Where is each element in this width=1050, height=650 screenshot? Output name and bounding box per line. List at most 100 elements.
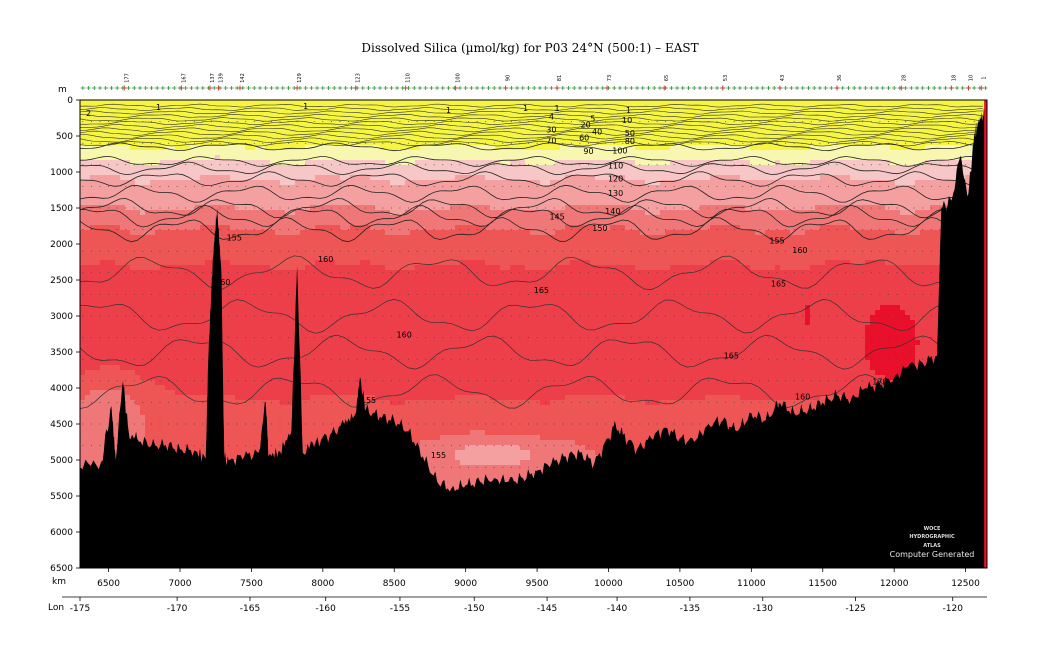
field-cell <box>600 180 606 186</box>
field-cell <box>125 145 131 151</box>
field-cell <box>720 155 726 161</box>
field-cell <box>500 170 506 176</box>
field-cell <box>935 100 941 106</box>
field-cell <box>335 150 341 156</box>
field-cell <box>930 120 936 126</box>
field-cell <box>725 145 731 151</box>
field-cell <box>215 140 221 146</box>
field-cell <box>215 150 221 156</box>
field-cell <box>170 180 176 186</box>
field-cell <box>630 160 636 166</box>
field-cell <box>110 100 116 106</box>
field-cell <box>930 225 936 231</box>
field-cell <box>675 145 681 151</box>
field-cell <box>595 180 601 186</box>
field-cell <box>305 200 311 206</box>
field-cell <box>150 115 156 121</box>
field-cell <box>480 220 486 226</box>
field-cell <box>765 135 771 141</box>
field-cell <box>465 125 471 131</box>
field-cell <box>980 105 986 111</box>
field-cell <box>865 150 871 156</box>
field-cell <box>525 215 531 221</box>
field-cell <box>210 175 216 181</box>
field-cell <box>450 145 456 151</box>
field-cell <box>350 180 356 186</box>
field-cell <box>710 130 716 136</box>
field-cell <box>550 230 556 236</box>
field-cell <box>430 115 436 121</box>
field-cell <box>155 140 161 146</box>
field-cell <box>155 205 161 211</box>
field-cell <box>355 105 361 111</box>
field-cell <box>515 110 521 116</box>
field-cell <box>405 185 411 191</box>
field-cell <box>405 135 411 141</box>
field-cell <box>445 125 451 131</box>
field-cell <box>485 150 491 156</box>
field-cell <box>880 220 886 226</box>
field-cell <box>760 220 766 226</box>
field-cell <box>115 130 121 136</box>
field-cell <box>635 210 641 216</box>
field-cell <box>715 105 721 111</box>
field-cell <box>650 230 656 236</box>
field-cell <box>350 140 356 146</box>
field-cell <box>80 185 86 191</box>
field-cell <box>445 140 451 146</box>
field-cell <box>325 220 331 226</box>
field-cell <box>965 100 971 106</box>
field-cell <box>385 140 391 146</box>
field-cell <box>825 180 831 186</box>
field-cell <box>720 165 726 171</box>
field-cell <box>495 205 501 211</box>
field-cell <box>710 155 716 161</box>
field-cell <box>940 185 946 191</box>
field-cell <box>340 190 346 196</box>
field-cell <box>195 200 201 206</box>
field-cell <box>255 125 261 131</box>
field-cell <box>485 175 491 181</box>
field-cell <box>145 120 151 126</box>
field-cell <box>745 120 751 126</box>
field-cell <box>95 170 101 176</box>
field-cell <box>500 120 506 126</box>
field-cell <box>385 125 391 131</box>
field-cell <box>465 165 471 171</box>
field-cell <box>500 125 506 131</box>
field-cell <box>325 190 331 196</box>
field-cell <box>135 110 141 116</box>
field-cell <box>185 100 191 106</box>
field-cell <box>345 220 351 226</box>
field-cell <box>205 115 211 121</box>
field-cell <box>665 130 671 136</box>
field-cell <box>190 215 196 221</box>
field-cell <box>775 210 781 216</box>
field-cell <box>875 230 881 236</box>
field-cell <box>380 235 386 241</box>
field-cell <box>255 120 261 126</box>
field-cell <box>855 175 861 181</box>
field-cell <box>670 105 676 111</box>
field-cell <box>940 155 946 161</box>
field-cell <box>810 170 816 176</box>
field-cell <box>670 140 676 146</box>
field-cell <box>825 135 831 141</box>
field-cell <box>740 100 746 106</box>
field-cell <box>845 150 851 156</box>
field-cell <box>200 155 206 161</box>
field-cell <box>320 190 326 196</box>
field-cell <box>470 155 476 161</box>
field-cell <box>840 165 846 171</box>
field-cell <box>880 155 886 161</box>
field-cell <box>185 180 191 186</box>
field-cell <box>915 185 921 191</box>
field-cell <box>870 220 876 226</box>
field-cell <box>125 135 131 141</box>
field-cell <box>110 115 116 121</box>
field-cell <box>870 210 876 216</box>
field-cell <box>285 150 291 156</box>
field-cell <box>255 205 261 211</box>
field-cell <box>85 110 91 116</box>
field-cell <box>570 140 576 146</box>
